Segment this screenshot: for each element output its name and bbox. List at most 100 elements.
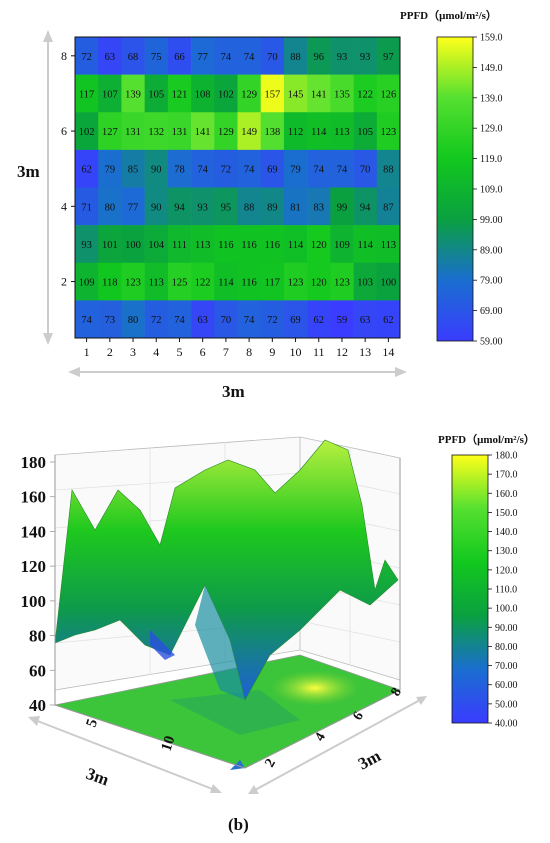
heatmap-cell bbox=[75, 149, 99, 188]
x-tick-label: 2 bbox=[107, 345, 113, 359]
heatmap-cell-value: 70 bbox=[360, 165, 371, 176]
heatmap-cell bbox=[214, 187, 238, 226]
heatmap-cell bbox=[121, 74, 145, 113]
heatmap-cell bbox=[167, 74, 192, 113]
heatmap-cell-value: 104 bbox=[148, 240, 165, 251]
heatmap-cell bbox=[330, 225, 354, 264]
heatmap-cell-value: 63 bbox=[197, 315, 208, 326]
heatmap-cell bbox=[167, 149, 192, 188]
heatmap-cell bbox=[260, 187, 285, 226]
heatmap-cell bbox=[214, 37, 238, 75]
heatmap-cell bbox=[121, 112, 145, 151]
colorbar-tick-label: 59.00 bbox=[480, 337, 503, 348]
heatmap-cell bbox=[121, 300, 145, 339]
heatmap-cell-value: 62 bbox=[383, 315, 394, 326]
heatmap-cell-value: 97 bbox=[383, 52, 394, 63]
heatmap-cell-value: 141 bbox=[195, 127, 211, 138]
heatmap-cell bbox=[260, 37, 285, 75]
heatmap-cell-value: 74 bbox=[314, 165, 325, 176]
colorbar-tick-label: 80.00 bbox=[495, 642, 518, 653]
colorbar-tick-label: 160.0 bbox=[495, 489, 518, 500]
heatmap-cell-value: 75 bbox=[151, 52, 162, 63]
heatmap-cell-value: 108 bbox=[195, 89, 211, 100]
heatmap-cell-value: 127 bbox=[102, 127, 118, 138]
y-tick-label: 8 bbox=[61, 49, 67, 63]
y-tick-label: 2 bbox=[61, 275, 67, 289]
heatmap-cell-value: 72 bbox=[267, 315, 278, 326]
heatmap-cell-value: 59 bbox=[337, 315, 348, 326]
heatmap-cell-value: 139 bbox=[125, 89, 141, 100]
colorbar-b-ticks: 180.0 170.0 160.0 150.0 140.0 130.0 120.0 110.0… bbox=[488, 451, 518, 730]
heatmap-cell-value: 81 bbox=[290, 202, 301, 213]
heatmap-cell bbox=[167, 187, 192, 226]
colorbar-tick-label: 139.0 bbox=[480, 93, 503, 104]
heatmap-cell-value: 100 bbox=[125, 240, 141, 251]
colorbar-tick-label: 170.0 bbox=[495, 470, 518, 481]
z-tick-label: 40 bbox=[29, 696, 46, 715]
heatmap-cell-value: 114 bbox=[357, 240, 373, 251]
heatmap-cell-value: 88 bbox=[290, 52, 301, 63]
heatmap-cell-value: 69 bbox=[290, 315, 301, 326]
heatmap-cell bbox=[75, 300, 99, 339]
heatmap-cell bbox=[214, 300, 238, 339]
heatmap-cell-value: 131 bbox=[125, 127, 141, 138]
heatmap-cell-value: 90 bbox=[151, 202, 162, 213]
heatmap-cell bbox=[144, 262, 169, 301]
surface-y-tick-label: 8 bbox=[388, 685, 404, 699]
heatmap-cell bbox=[353, 300, 378, 339]
heatmap-cell-value: 74 bbox=[221, 52, 232, 63]
heatmap-cell-value: 113 bbox=[381, 240, 396, 251]
heatmap-cell-value: 80 bbox=[105, 202, 116, 213]
x-tick-label: 3 bbox=[130, 345, 136, 359]
heatmap-cell bbox=[376, 112, 401, 151]
heatmap-cell-value: 129 bbox=[218, 127, 234, 138]
heatmap-cell-value: 123 bbox=[381, 127, 397, 138]
heatmap-cell-value: 109 bbox=[334, 240, 350, 251]
heatmap-cell bbox=[237, 74, 262, 113]
x-dimension-label: 3m bbox=[222, 382, 245, 401]
heatmap-cell bbox=[191, 262, 215, 301]
heatmap-cell bbox=[353, 225, 378, 264]
heatmap-cell-value: 96 bbox=[314, 52, 325, 63]
x-tick-label: 13 bbox=[359, 345, 371, 359]
heatmap-cell bbox=[167, 262, 192, 301]
heatmap-cell-value: 73 bbox=[105, 315, 116, 326]
heatmap-cell-value: 70 bbox=[267, 52, 278, 63]
heatmap-cell-value: 113 bbox=[334, 127, 349, 138]
heatmap-cell bbox=[144, 300, 169, 339]
colorbar-title-a: PPFD（μmol/m²/s） bbox=[400, 9, 497, 22]
heatmap-cell bbox=[376, 37, 401, 75]
heatmap-cell bbox=[260, 149, 285, 188]
heatmap-cell-value: 149 bbox=[241, 127, 257, 138]
heatmap-cell bbox=[98, 112, 122, 151]
colorbar-tick-label: 69.00 bbox=[480, 306, 503, 317]
heatmap-cell bbox=[307, 37, 331, 75]
colorbar-tick-label: 180.0 bbox=[495, 451, 518, 462]
heatmap-cell-value: 85 bbox=[128, 165, 139, 176]
heatmap-cell bbox=[237, 37, 262, 75]
heatmap-cell bbox=[75, 112, 99, 151]
heatmap-cell-value: 74 bbox=[174, 315, 185, 326]
heatmap-cell-value: 141 bbox=[311, 89, 327, 100]
z-tick-label: 120 bbox=[21, 557, 47, 576]
heatmap-cell bbox=[191, 37, 215, 75]
z-tick-label: 160 bbox=[21, 488, 47, 507]
heatmap-cell bbox=[353, 37, 378, 75]
heatmap-frame bbox=[74, 36, 401, 339]
heatmap-cell bbox=[307, 300, 331, 339]
colorbar-title-b: PPFD（μmol/m²/s） bbox=[438, 433, 535, 446]
heatmap-cell-value: 74 bbox=[337, 165, 348, 176]
heatmap-cell-value: 69 bbox=[267, 165, 278, 176]
heatmap-cell-value: 113 bbox=[149, 278, 164, 289]
z-tick-label: 180 bbox=[21, 453, 47, 472]
heatmap-cell bbox=[191, 187, 215, 226]
heatmap-cell bbox=[307, 112, 331, 151]
heatmap-cell bbox=[191, 74, 215, 113]
heatmap-cell bbox=[98, 225, 122, 264]
heatmap-cell-value: 83 bbox=[314, 202, 325, 213]
heatmap-cell bbox=[191, 112, 215, 151]
heatmap-cell-value: 109 bbox=[79, 278, 95, 289]
heatmap-cell-value: 87 bbox=[383, 202, 394, 213]
heatmap-cell bbox=[237, 225, 262, 264]
heatmap-cell-value: 78 bbox=[174, 165, 185, 176]
